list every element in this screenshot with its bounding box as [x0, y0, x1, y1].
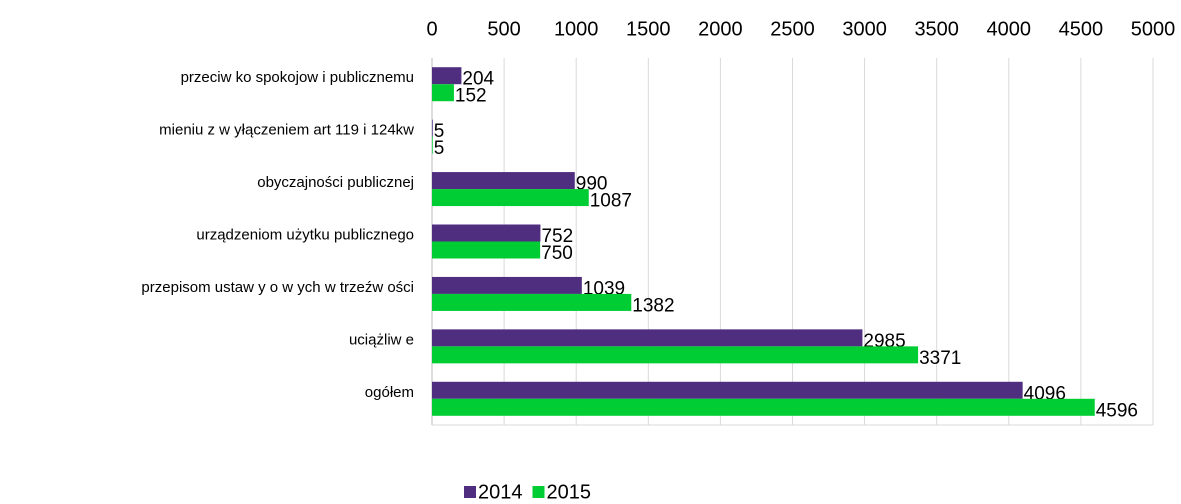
legend-label: 2014: [478, 481, 523, 503]
x-tick-label: 5000: [1131, 18, 1176, 40]
bar: [432, 119, 433, 137]
bar: [432, 241, 541, 259]
bar: [432, 398, 1095, 416]
x-tick-label: 2500: [770, 18, 815, 40]
x-tick-label: 1500: [626, 18, 671, 40]
bar: [432, 293, 632, 311]
x-tick-label: 4000: [987, 18, 1032, 40]
value-label: 152: [455, 86, 487, 107]
bar: [432, 346, 919, 364]
bar: [432, 67, 462, 85]
y-tick-label: urządzeniom użytku publicznego: [196, 226, 414, 243]
legend-swatch: [464, 486, 476, 498]
y-tick-label: obyczajności publicznej: [257, 174, 414, 191]
bar: [432, 84, 454, 102]
value-label: 750: [541, 243, 573, 264]
x-tick-label: 500: [487, 18, 520, 40]
x-tick-label: 0: [426, 18, 437, 40]
value-label: 3371: [919, 348, 961, 369]
value-label: 1382: [632, 295, 674, 316]
y-tick-label: przeciw ko spokojow i publicznemu: [181, 69, 414, 86]
bar: [432, 329, 863, 347]
x-tick-label: 1000: [554, 18, 599, 40]
bar: [432, 136, 433, 154]
y-tick-label: ogółem: [365, 384, 414, 401]
x-tick-label: 2000: [698, 18, 743, 40]
value-label: 752: [541, 226, 573, 247]
y-tick-label: przepisom ustaw y o w ych w trzeźw ości: [141, 279, 414, 296]
legend-label: 2015: [547, 481, 592, 503]
x-tick-label: 4500: [1059, 18, 1104, 40]
legend-swatch: [532, 486, 545, 498]
bar: [432, 276, 582, 294]
bar: [432, 172, 575, 190]
bar: [432, 224, 541, 242]
value-label: 5: [434, 138, 445, 159]
value-label: 204: [462, 69, 494, 90]
x-tick-label: 3000: [842, 18, 887, 40]
value-label: 5: [434, 121, 445, 142]
value-label: 1087: [590, 191, 632, 212]
bar: [432, 189, 589, 207]
value-label: 4596: [1096, 400, 1138, 421]
bar: [432, 381, 1023, 399]
y-tick-label: uciążliw e: [349, 331, 414, 348]
y-tick-label: mieniu z w yłączeniem art 119 i 124kw: [159, 122, 414, 139]
x-tick-label: 3500: [914, 18, 959, 40]
